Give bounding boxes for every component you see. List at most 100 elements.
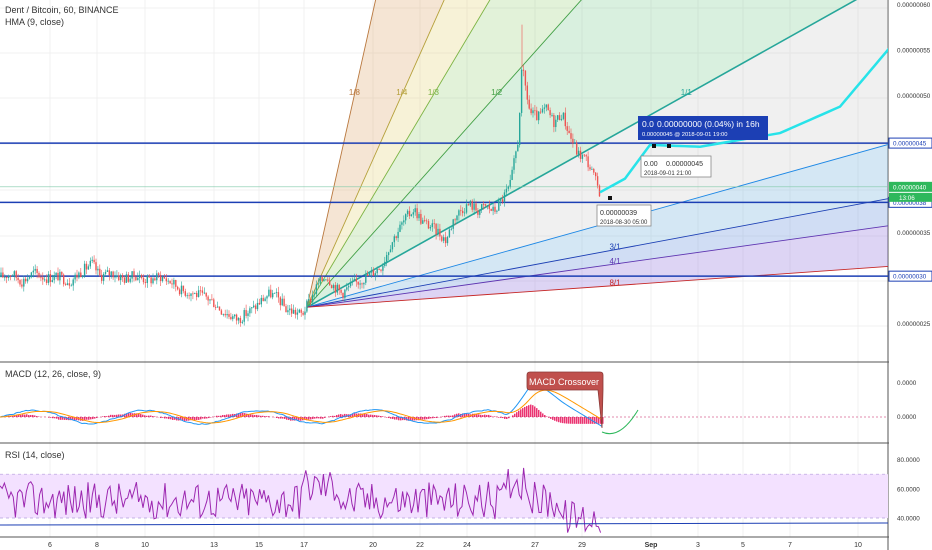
- macd-hist-bar: [222, 414, 224, 417]
- candle-body: [74, 274, 76, 280]
- macd-hist-bar: [124, 413, 126, 417]
- symbol-legend[interactable]: Dent / Bitcoin, 60, BINANCE: [5, 5, 119, 15]
- macd-hist-bar: [300, 417, 302, 421]
- candle-body: [513, 158, 515, 170]
- macd-hist-bar: [490, 415, 492, 417]
- candle-body: [64, 284, 67, 285]
- candle-body: [346, 287, 348, 290]
- candle-body: [256, 302, 259, 310]
- level-badge-label: 0.00000030: [893, 274, 927, 281]
- candle-body: [517, 144, 519, 152]
- macd-hist-bar: [522, 408, 524, 417]
- rsi-legend[interactable]: RSI (14, close): [5, 450, 65, 460]
- candle-body: [505, 188, 508, 193]
- macd-hist-bar: [174, 417, 176, 420]
- candle-body: [441, 236, 443, 241]
- candle-body: [422, 220, 424, 224]
- measure-tooltip: [638, 116, 768, 140]
- macd-hist-bar: [60, 417, 62, 420]
- macd-hist-bar: [494, 416, 496, 417]
- candle-body: [568, 130, 570, 134]
- candle-body: [477, 210, 479, 215]
- candle-body: [139, 274, 141, 278]
- candle-body: [374, 273, 376, 276]
- low-tooltip-value: 0.00000039: [600, 210, 637, 217]
- candle-body: [317, 283, 319, 285]
- candle-body: [45, 279, 48, 283]
- candle-body: [40, 277, 42, 279]
- candle-body: [363, 282, 365, 285]
- candle-body: [321, 277, 323, 281]
- macd-hist-bar: [424, 417, 426, 420]
- candle-body: [456, 215, 458, 221]
- candle-body: [228, 314, 230, 317]
- candle-body: [500, 199, 502, 201]
- candle-body: [63, 274, 65, 285]
- macd-hist-bar: [312, 417, 314, 420]
- macd-legend[interactable]: MACD (12, 26, close, 9): [5, 369, 102, 379]
- macd-hist-bar: [160, 417, 162, 419]
- macd-hist-bar: [140, 414, 142, 417]
- candle-body: [490, 208, 492, 211]
- candle-body: [85, 263, 88, 270]
- candle-body: [125, 274, 128, 283]
- candle-body: [558, 115, 561, 121]
- candle-body: [536, 110, 538, 121]
- candle-body: [171, 283, 173, 285]
- candle-body: [87, 266, 90, 270]
- macd-hist-bar: [238, 413, 240, 417]
- candle-body: [169, 280, 171, 284]
- macd-hist-bar: [342, 414, 344, 417]
- candle-body: [7, 275, 10, 278]
- candle-body: [435, 223, 437, 235]
- rsi-line: [0, 467, 602, 533]
- candle-body: [574, 142, 576, 144]
- macd-crossover-callout[interactable]: MACD Crossover: [526, 371, 604, 429]
- macd-hist-bar: [34, 415, 36, 417]
- candle-body: [344, 289, 346, 298]
- candle-body: [70, 285, 72, 287]
- hma-legend[interactable]: HMA (9, close): [5, 17, 65, 27]
- macd-hist-bar: [324, 417, 326, 418]
- rsi-tick-label: 60.0000: [897, 486, 920, 493]
- level-badge: [888, 137, 932, 149]
- candle-body: [213, 299, 215, 308]
- candle-body: [28, 277, 31, 279]
- macd-hist-bar: [72, 417, 74, 421]
- candle-body: [182, 285, 185, 292]
- candle-body: [254, 305, 257, 310]
- candle-body: [300, 309, 302, 313]
- candle-body: [34, 268, 36, 271]
- macd-hist-bar: [568, 417, 570, 424]
- candle-body: [178, 289, 181, 295]
- candle-body: [30, 272, 33, 278]
- price-axis[interactable]: 0.00000060 0.00000055 0.00000050 0.00000045…: [888, 0, 932, 550]
- candle-body: [329, 280, 331, 286]
- macd-hist-bar: [258, 415, 260, 417]
- candle-body: [186, 295, 188, 297]
- candle-body: [353, 278, 356, 282]
- candle-body: [199, 290, 202, 292]
- macd-hist-bar: [240, 413, 242, 417]
- candle-body: [405, 214, 407, 221]
- macd-hist-bar: [30, 415, 32, 417]
- candle-body: [222, 313, 224, 315]
- macd-hist-bar: [378, 415, 380, 417]
- macd-hist-bar: [316, 417, 318, 419]
- candle-body: [386, 255, 388, 262]
- macd-hist-bar: [148, 415, 150, 417]
- macd-hist-bar: [182, 417, 184, 421]
- fan-angle-label: 4/1: [609, 257, 621, 266]
- macd-hist-bar: [532, 405, 534, 417]
- candle-body: [401, 222, 403, 225]
- macd-hist-bar: [432, 417, 434, 419]
- macd-hist-bar: [232, 413, 234, 417]
- candle-body: [332, 285, 335, 289]
- macd-hist-bar: [596, 417, 598, 424]
- fan-line: [306, 266, 888, 308]
- candle-body: [116, 275, 118, 277]
- macd-hist-bar: [146, 415, 148, 417]
- time-axis[interactable]: 6 8 10 13 15 17 20 22 24 27 29 Sep 3 5 7 10: [48, 542, 862, 549]
- macd-hist-bar: [262, 415, 264, 417]
